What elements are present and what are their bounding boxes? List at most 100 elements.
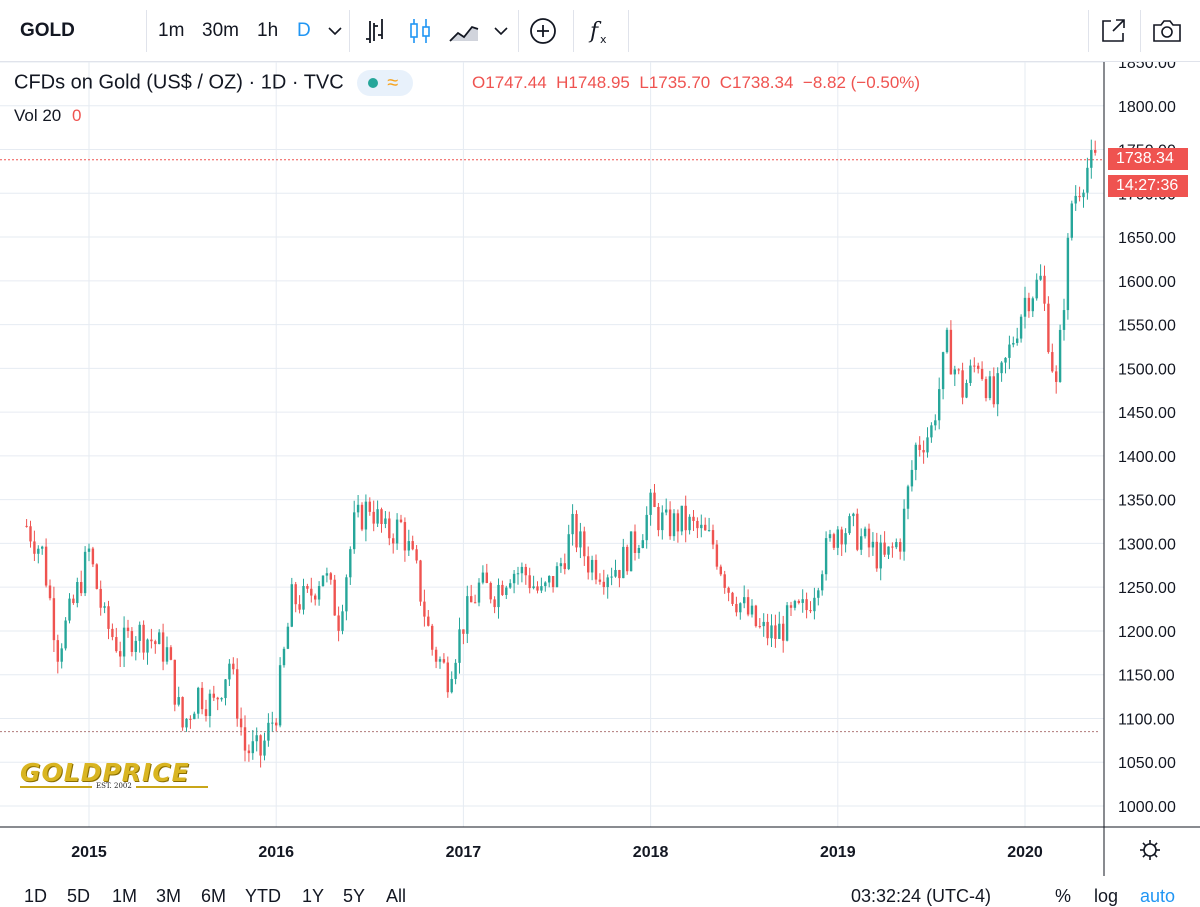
candle-body (719, 566, 722, 575)
candle-body (134, 640, 137, 652)
ohlc-values: O1747.44 H1748.95 L1735.70 C1738.34 −8.8… (472, 73, 920, 93)
candle-body (1078, 195, 1081, 198)
price-axis: 1850.001800.001750.001700.001650.001600.… (1118, 62, 1176, 816)
candle-body (930, 425, 933, 438)
price-tick-label: 1850.00 (1118, 62, 1176, 72)
candle-body (902, 508, 906, 552)
price-tick-label: 1550.00 (1118, 318, 1176, 335)
candle-body (961, 370, 964, 398)
candle-body (996, 373, 999, 405)
add-circle-icon[interactable] (525, 13, 561, 49)
log-toggle[interactable]: log (1094, 886, 1119, 906)
candle-body (251, 741, 254, 754)
range-ytd-button[interactable]: YTD (245, 886, 281, 906)
interval-1h-button[interactable]: 1h (257, 20, 279, 41)
range-1d-button[interactable]: 1D (24, 886, 48, 906)
candle-body (275, 722, 278, 726)
candle-body (138, 624, 141, 641)
candle-body (1031, 298, 1034, 312)
candle-body (938, 389, 941, 421)
candle-body (641, 540, 644, 548)
toolbar-divider (573, 10, 574, 52)
candle-body (450, 678, 453, 693)
candle-body (696, 520, 699, 529)
timezone-clock[interactable]: 03:32:24 (UTC-4) (851, 886, 992, 906)
candle-body (750, 605, 754, 615)
candle-body (544, 582, 547, 587)
candle-body (321, 575, 325, 587)
candle-body (1047, 303, 1050, 353)
candle-body (707, 530, 711, 532)
price-tick-label: 1650.00 (1118, 230, 1176, 247)
candle-body (314, 595, 317, 600)
time-tick-label: 2019 (820, 844, 856, 861)
range-1y-button[interactable]: 1Y (302, 886, 325, 906)
candle-body (879, 542, 882, 569)
area-chart-icon[interactable] (446, 13, 482, 49)
range-6m-button[interactable]: 6M (201, 886, 227, 906)
candle-body (665, 509, 668, 513)
candle-body (782, 623, 785, 641)
camera-icon[interactable] (1149, 13, 1185, 49)
candle-body (1023, 297, 1027, 317)
price-tick-label: 1100.00 (1118, 711, 1175, 728)
toolbar-divider (349, 10, 350, 52)
candle-body (493, 599, 496, 608)
price-tick-label: 1200.00 (1118, 624, 1176, 641)
low-label: L (639, 73, 649, 92)
candlestick-icon[interactable] (402, 13, 438, 49)
interval-d-button[interactable]: D (297, 20, 311, 41)
candle-body (692, 516, 695, 521)
range-all-button[interactable]: All (386, 886, 407, 906)
candle-body (1000, 362, 1003, 374)
toolbar-divider (518, 10, 519, 52)
auto-toggle[interactable]: auto (1140, 886, 1176, 906)
symbol-search[interactable]: GOLD (20, 20, 75, 41)
interval-30m-button[interactable]: 30m (202, 20, 239, 41)
interval-1m-button[interactable]: 1m (158, 20, 185, 41)
range-1m-button[interactable]: 1M (112, 886, 138, 906)
candle-body (910, 469, 914, 487)
candle-body (594, 559, 598, 580)
candle-body (727, 587, 730, 593)
price-chart[interactable]: 1850.001800.001750.001700.001650.001600.… (0, 62, 1200, 876)
time-axis: 2015 2016 2017 2018 2019 2020 (71, 840, 1160, 861)
candle-body (579, 531, 582, 548)
candle-body (821, 574, 824, 591)
visibility-toggle[interactable]: ≈ (357, 70, 414, 96)
candle-body (532, 586, 535, 589)
candle-body (99, 588, 102, 608)
expand-icon[interactable] (1095, 13, 1131, 49)
function-icon[interactable]: f x (582, 13, 618, 49)
range-5d-button[interactable]: 5D (67, 886, 91, 906)
candle-body (505, 587, 508, 595)
chevron-down-icon[interactable] (320, 13, 356, 49)
candle-body (434, 649, 438, 662)
candle-body (1051, 352, 1054, 372)
candle-body (427, 616, 430, 626)
candle-body (891, 546, 894, 548)
chevron-down-icon[interactable] (484, 13, 520, 49)
candle-body (977, 365, 980, 369)
candle-body (306, 586, 309, 589)
wave-icon: ≈ (387, 72, 399, 94)
percent-toggle[interactable]: % (1055, 886, 1072, 906)
candle-body (255, 735, 258, 742)
candle-body (715, 544, 719, 567)
candle-body (360, 504, 364, 530)
candle-body (1094, 150, 1097, 153)
candle-body (945, 329, 949, 353)
time-tick-label: 2017 (446, 844, 482, 861)
candle-body (1035, 279, 1038, 299)
candle-body (824, 538, 828, 575)
candle-body (193, 713, 196, 720)
candle-body (95, 564, 98, 589)
price-tick-label: 1450.00 (1118, 405, 1176, 422)
price-tick-label: 1000.00 (1118, 799, 1176, 816)
candle-body (489, 583, 492, 600)
range-5y-button[interactable]: 5Y (343, 886, 366, 906)
candle-body (76, 582, 79, 604)
candle-body (953, 369, 956, 375)
range-3m-button[interactable]: 3M (156, 886, 182, 906)
bar-chart-icon[interactable] (358, 13, 394, 49)
